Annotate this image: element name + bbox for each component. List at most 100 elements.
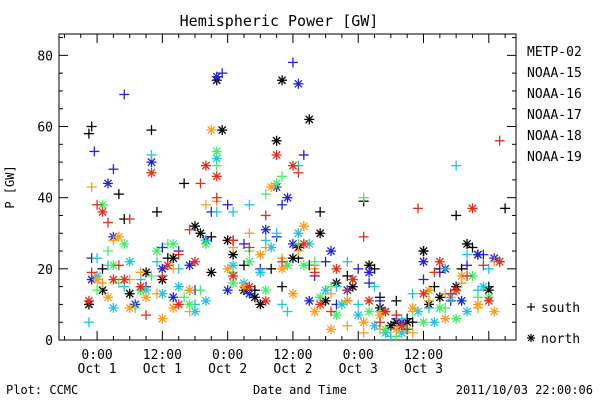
metp-02-south-point [238,260,249,271]
marker-legend-south: south [527,301,580,316]
noaa-18-north-point [489,306,500,317]
noaa-17-north-point [200,238,211,249]
x-tick-date-label: Oct 2 [208,362,247,377]
x-tick-date-label: Oct 1 [143,362,182,377]
metp-02-south-point [277,281,288,292]
metp-02-south-point [429,281,440,292]
noaa-19-north-point [190,256,201,267]
noaa-18-north-point [309,306,320,317]
noaa-16-north-point [462,306,473,317]
noaa-18-north-point [358,317,369,328]
noaa-17-north-point [418,317,429,328]
timestamp: 2011/10/03 22:00:06 [456,383,593,397]
noaa-15-south-point [298,149,309,160]
noaa-19-north-point [396,320,407,331]
noaa-19-south-point [358,231,369,242]
noaa-19-north-point [298,238,309,249]
metp-02-south-point [206,231,217,242]
noaa-15-north-point [364,267,375,278]
noaa-19-south-point [195,178,206,189]
noaa-18-south-point [326,288,337,299]
noaa-15-north-point [168,292,179,303]
noaa-16-south-point [244,199,255,210]
metp-02-north-point [287,253,298,264]
metp-02-south-point [315,206,326,217]
metp-02-north-point [249,292,260,303]
noaa-17-south-point [113,278,124,289]
noaa-18-south-point [97,278,108,289]
legend-entry: NOAA-18 [527,129,582,144]
noaa-18-north-point [92,274,103,285]
noaa-16-south-point [271,228,282,239]
legend-entry: NOAA-17 [527,108,582,123]
metp-02-south-point [113,189,124,200]
noaa-19-north-point [97,206,108,217]
noaa-19-south-point [277,256,288,267]
noaa-15-south-point [320,256,331,267]
noaa-19-south-point [260,210,271,221]
noaa-15-south-point [222,199,233,210]
y-tick-label: 20 [37,263,53,278]
noaa-17-south-point [195,285,206,296]
noaa-16-south-point [462,249,473,260]
noaa-16-north-point [124,256,135,267]
noaa-19-north-point [173,299,184,310]
noaa-18-north-point [391,324,402,335]
noaa-18-north-point [102,292,113,303]
noaa-19-north-point [315,299,326,310]
noaa-18-south-point [260,242,271,253]
noaa-19-south-point [342,285,353,296]
noaa-15-south-point [364,278,375,289]
noaa-19-north-point [119,274,130,285]
noaa-16-north-point [429,317,440,328]
marker-legend-north: north [527,332,580,347]
noaa-17-north-point [168,238,179,249]
noaa-17-south-point [277,171,288,182]
metp-02-north-point [195,228,206,239]
metp-02-north-point [385,320,396,331]
metp-02-south-point [83,128,94,139]
metp-02-south-point [451,210,462,221]
noaa-16-south-point [407,288,418,299]
noaa-19-north-point [211,171,222,182]
noaa-16-north-point [336,299,347,310]
metp-02-south-point [500,203,511,214]
noaa-19-north-point [287,160,298,171]
noaa-19-north-point [83,295,94,306]
noaa-19-north-point [364,295,375,306]
y-tick-label: 80 [37,49,53,64]
x-tick-label: 12:00 [143,348,182,363]
noaa-18-north-point [141,292,152,303]
x-tick-label: 12:00 [273,348,312,363]
metp-02-north-point [434,292,445,303]
noaa-15-north-point [211,71,222,82]
noaa-19-south-point [462,270,473,281]
noaa-19-north-point [260,295,271,306]
noaa-19-north-point [162,260,173,271]
noaa-16-south-point [282,306,293,317]
x-axis-label: Date and Time [253,383,347,397]
noaa-16-north-point [255,267,266,278]
noaa-18-north-point [184,285,195,296]
noaa-15-north-point [418,256,429,267]
legend-entry: NOAA-19 [527,150,582,165]
noaa-18-north-point [113,231,124,242]
metp-02-north-point [315,228,326,239]
noaa-15-north-point [184,260,195,271]
noaa-16-south-point [92,253,103,264]
noaa-19-south-point [173,249,184,260]
y-axis: 0 20 40 60 80 [37,37,516,349]
noaa-18-south-point [244,228,255,239]
noaa-19-south-point [429,267,440,278]
noaa-19-south-point [402,324,413,335]
noaa-18-north-point [440,313,451,324]
noaa-15-north-point [472,249,483,260]
noaa-17-north-point [364,306,375,317]
noaa-15-north-point [222,285,233,296]
noaa-18-south-point [358,327,369,338]
noaa-16-south-point [277,299,288,310]
noaa-19-north-point [135,281,146,292]
noaa-19-south-point [113,260,124,271]
noaa-17-north-point [451,313,462,324]
noaa-18-north-point [222,263,233,274]
